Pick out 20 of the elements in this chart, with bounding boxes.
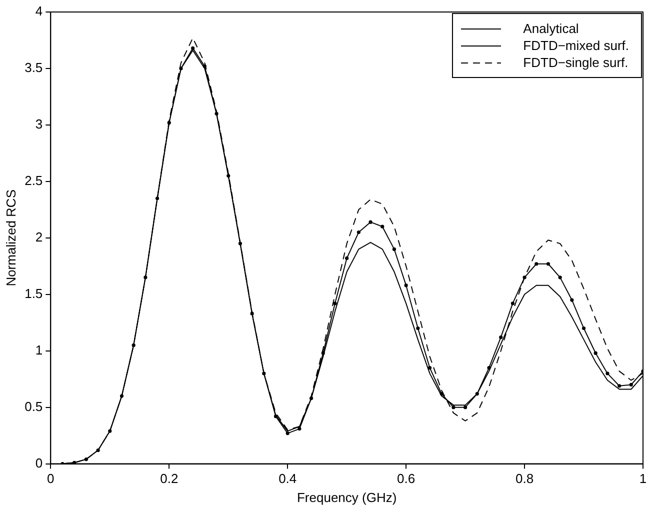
x-tick-label: 0.6 [397,471,416,486]
y-tick-label: 2 [35,229,43,244]
y-tick-label: 0 [35,455,43,470]
y-tick-label: 3 [35,116,43,132]
legend-label: Analytical [523,21,579,36]
y-tick-label: 4 [35,4,43,19]
y-tick-label: 2.5 [24,173,43,188]
x-tick-label: 0.2 [160,471,178,486]
y-tick-label: 3.5 [24,60,43,76]
x-tick-label: 1 [639,471,647,486]
y-axis-title: Normalized RCS [3,189,18,286]
y-tick-label: 0.5 [24,398,43,414]
legend-label: FDTD−single surf. [523,55,628,70]
legend-label: FDTD−mixed surf. [523,38,629,53]
y-tick-label: 1 [35,342,43,358]
y-tick-label: 1.5 [24,286,43,301]
x-tick-label: 0.8 [515,471,534,486]
x-tick-label: 0 [47,471,54,486]
x-axis-title: Frequency (GHz) [296,490,397,505]
x-tick-label: 0.4 [278,471,297,486]
